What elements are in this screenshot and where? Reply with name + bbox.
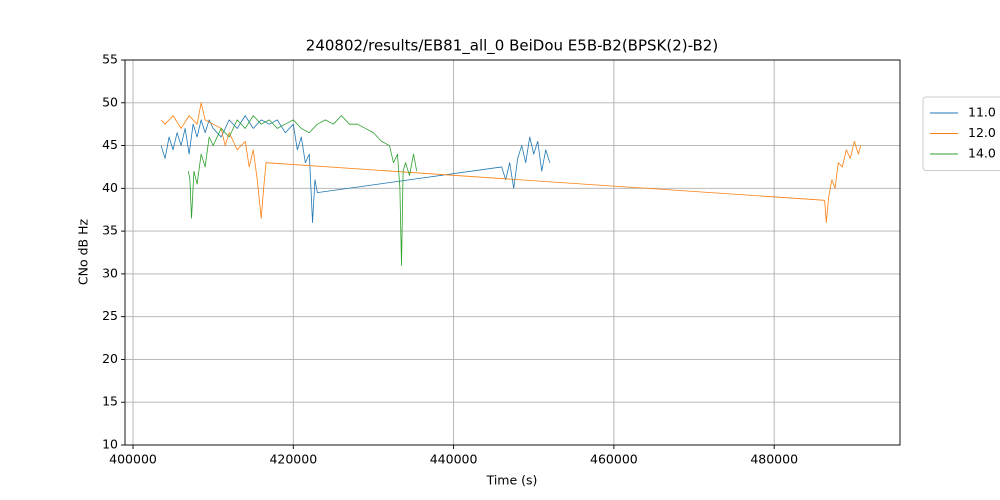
y-tick-label: 15 [102, 394, 118, 409]
x-tick-label: 480000 [750, 452, 798, 467]
x-tick-label: 400000 [109, 452, 157, 467]
series-line [187, 115, 418, 266]
y-tick-label: 10 [102, 437, 118, 452]
y-tick-label: 40 [102, 180, 118, 195]
y-tick-label: 25 [102, 308, 118, 323]
legend-label: 14.0 [968, 146, 996, 161]
y-tick-label: 45 [102, 137, 118, 152]
legend-label: 11.0 [968, 105, 996, 120]
y-tick-label: 35 [102, 223, 118, 238]
legend-box [922, 96, 1000, 171]
x-tick-label: 460000 [590, 452, 638, 467]
x-tick-label: 440000 [430, 452, 478, 467]
y-tick-label: 30 [102, 265, 118, 280]
y-tick-label: 20 [102, 351, 118, 366]
y-axis-label: CNo dB Hz [76, 218, 91, 285]
x-axis-label: Time (s) [486, 473, 538, 488]
y-tick-label: 50 [102, 94, 118, 109]
axes-frame [124, 59, 901, 446]
y-tick-label: 55 [102, 52, 118, 67]
chart-title: 240802/results/EB81_all_0 BeiDou E5B-B2(… [306, 37, 718, 56]
x-tick-label: 420000 [269, 452, 317, 467]
legend-label: 12.0 [968, 125, 996, 140]
series-line [160, 102, 862, 223]
